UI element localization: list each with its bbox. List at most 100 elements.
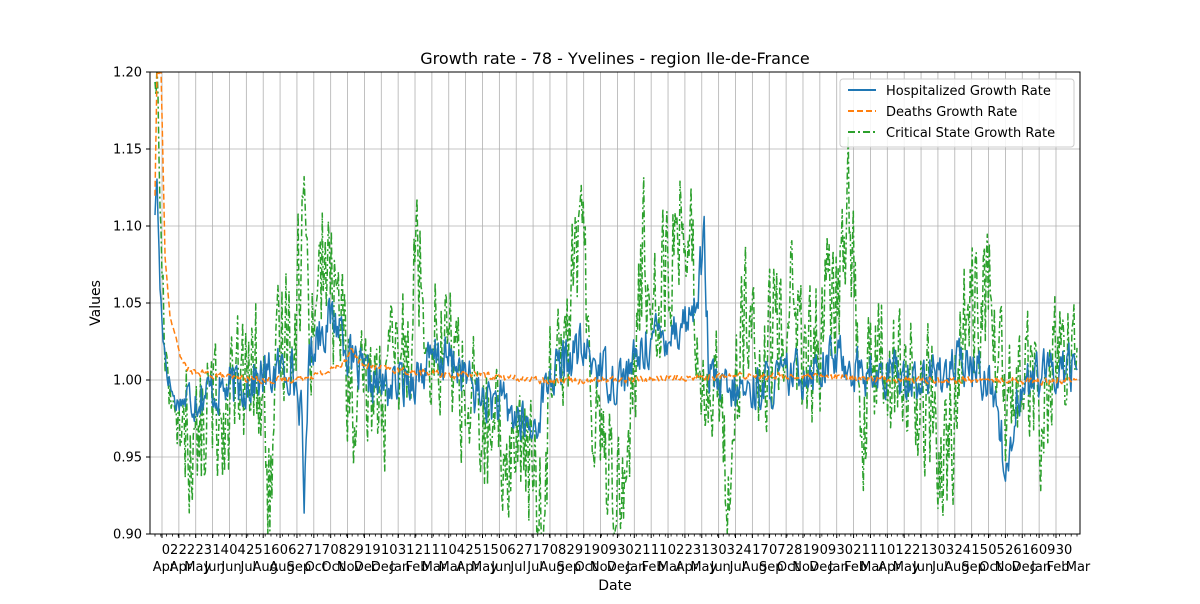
y-tick-label: 1.10 (113, 220, 142, 235)
y-tick-label: 1.00 (113, 374, 142, 389)
x-tick-label-day: 28 (786, 543, 803, 558)
x-tick-label-month: Nov (590, 560, 616, 575)
x-tick-label-month: Sep (759, 560, 784, 575)
x-tick-label-day: 11 (432, 543, 449, 558)
x-tick-label-month: Mar (438, 560, 463, 575)
x-tick-label-day: 15 (482, 543, 499, 558)
y-tick-label: 1.15 (113, 143, 142, 158)
x-tick-label-month: Oct (979, 560, 1001, 575)
x-tick-label-month: Dec (1012, 560, 1037, 575)
x-tick-label-month: May (690, 560, 717, 575)
x-tick-label-day: 11 (870, 543, 887, 558)
x-tick-label-day: 23 (195, 543, 212, 558)
x-tick-label-day: 19 (583, 543, 600, 558)
x-tick-label-day: 23 (685, 543, 702, 558)
x-tick-label-month: Sep (557, 560, 582, 575)
x-tick-label-day: 21 (853, 543, 870, 558)
y-axis-title: Values (88, 280, 104, 326)
x-tick-label-month: Dec (607, 560, 632, 575)
x-tick-label-month: May (893, 560, 920, 575)
x-tick-label-day: 22 (179, 543, 196, 558)
x-tick-label-month: Aug (742, 560, 767, 575)
x-tick-label-day: 10 (381, 543, 398, 558)
x-tick-label-day: 11 (651, 543, 668, 558)
x-tick-label-month: Aug (539, 560, 564, 575)
x-tick-label-day: 24 (955, 543, 972, 558)
x-tick-label-day: 17 (533, 543, 550, 558)
x-tick-label-month: Aug (253, 560, 278, 575)
x-tick-label-day: 04 (448, 543, 465, 558)
x-tick-label-day: 17 (314, 543, 331, 558)
x-tick-label-day: 26 (1005, 543, 1022, 558)
x-tick-label-month: Oct (574, 560, 596, 575)
x-tick-label-month: Mar (860, 560, 885, 575)
legend-label-critical: Critical State Growth Rate (886, 126, 1055, 141)
legend-label-hospitalized: Hospitalized Growth Rate (886, 84, 1051, 99)
x-tick-label-day: 16 (1022, 543, 1039, 558)
x-tick-label-day: 29 (567, 543, 584, 558)
series-critical-line (154, 72, 1078, 534)
x-tick-label-day: 04 (229, 543, 246, 558)
y-tick-label: 1.05 (113, 297, 142, 312)
x-tick-label-month: Oct (321, 560, 343, 575)
x-tick-label-month: Jul (509, 560, 526, 575)
x-tick-label-day: 02 (668, 543, 685, 558)
x-tick-label-day: 25 (465, 543, 482, 558)
x-tick-label-day: 01 (887, 543, 904, 558)
x-tick-label-month: Nov (337, 560, 363, 575)
x-tick-label-month: Apr (153, 560, 176, 575)
grid (150, 71, 1080, 535)
x-tick-label-month: Jul (931, 560, 948, 575)
x-tick-label-month: Oct (305, 560, 327, 575)
legend: Hospitalized Growth Rate Deaths Growth R… (839, 78, 1075, 148)
x-tick-label-month: Sep (961, 560, 986, 575)
y-axis: 0.90 0.95 1.00 1.05 1.10 1.15 1.20 (113, 66, 150, 543)
x-tick-label-day: 07 (769, 543, 786, 558)
x-tick-label-day: 15 (971, 543, 988, 558)
x-tick-label-month: Jan (389, 560, 410, 575)
x-tick-label-month: Nov (995, 560, 1021, 575)
x-tick-label-month: Aug (269, 560, 294, 575)
x-tick-label-day: 19 (803, 543, 820, 558)
x-tick-label-month: Apr (456, 560, 479, 575)
x-tick-label-month: Mar (422, 560, 447, 575)
x-tick-label-day: 22 (904, 543, 921, 558)
y-tick-label: 1.20 (113, 66, 142, 81)
x-tick-label-month: Jun (220, 560, 241, 575)
x-tick-label-month: Mar (658, 560, 683, 575)
x-tick-label-month: May (184, 560, 211, 575)
x-tick-label-day: 06 (499, 543, 516, 558)
x-tick-label-month: Apr (878, 560, 901, 575)
x-tick-label-day: 19 (364, 543, 381, 558)
x-tick-label-day: 13 (921, 543, 938, 558)
x-tick-label-day: 09 (820, 543, 837, 558)
x-axis-title: Date (598, 578, 631, 594)
x-tick-label-month: Feb (406, 560, 429, 575)
x-tick-label-month: Nov (792, 560, 818, 575)
x-tick-label-day: 30 (836, 543, 853, 558)
x-tick-label-day: 30 (617, 543, 634, 558)
x-tick-label-day: 03 (718, 543, 735, 558)
x-tick-label-month: Aug (944, 560, 969, 575)
x-tick-label-month: Oct (777, 560, 799, 575)
x-tick-label-day: 30 (1056, 543, 1073, 558)
x-tick-label-day: 03 (938, 543, 955, 558)
x-tick-label-day: 25 (246, 543, 263, 558)
series-hospitalized-line (154, 178, 1078, 514)
x-tick-label-month: Jan (625, 560, 646, 575)
x-tick-label-month: Feb (1046, 560, 1069, 575)
x-tick-label-month: Jan (828, 560, 849, 575)
x-tick-label-day: 08 (550, 543, 567, 558)
x-tick-label-month: Dec (354, 560, 379, 575)
x-tick-label-month: Dec (371, 560, 396, 575)
x-tick-label-day: 21 (415, 543, 432, 558)
x-tick-label-month: Jul (239, 560, 256, 575)
y-tick-label: 0.95 (113, 451, 142, 466)
x-tick-label-month: May (471, 560, 498, 575)
x-tick-label-month: Jul (526, 560, 543, 575)
x-tick-label-month: Jun (709, 560, 730, 575)
x-tick-label-month: Jun (912, 560, 933, 575)
x-tick-label-day: 08 (330, 543, 347, 558)
x-axis: 02Apr22Apr23May14Jun04Jun25Jul16Aug06Aug… (153, 534, 1091, 575)
